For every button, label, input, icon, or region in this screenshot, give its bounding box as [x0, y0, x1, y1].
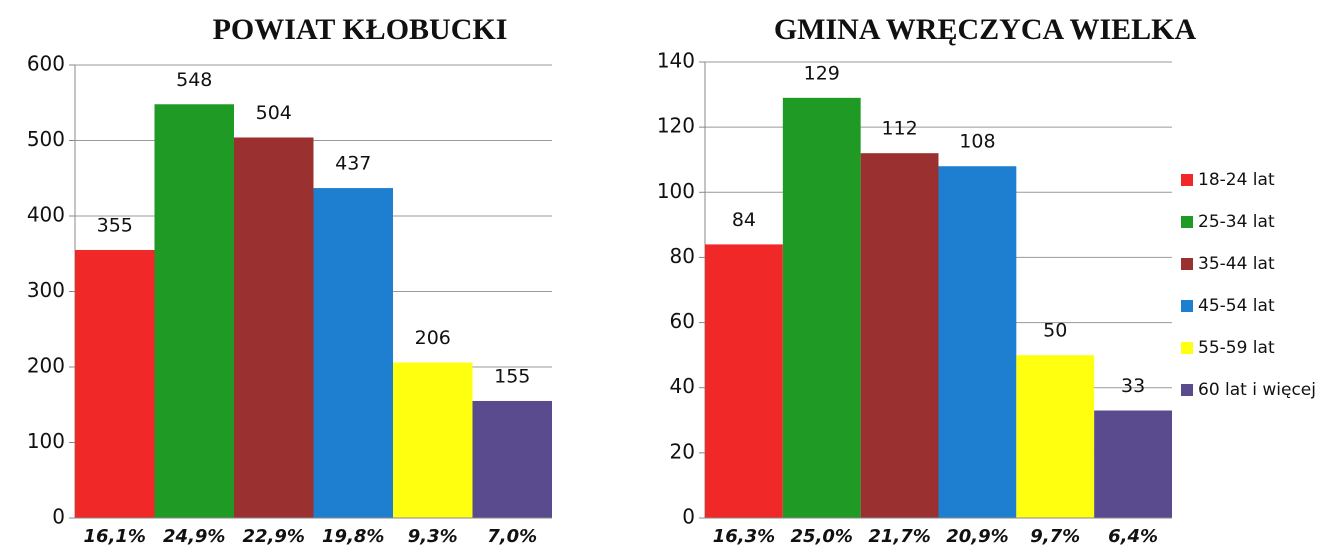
y-tick-label: 0: [52, 505, 65, 529]
legend-swatch: [1181, 300, 1193, 312]
y-tick-label: 600: [27, 52, 65, 76]
bar: [1016, 355, 1095, 518]
y-tick-label: 0: [682, 505, 695, 529]
legend-label: 18-24 lat: [1198, 170, 1275, 190]
y-tick-label: 140: [657, 49, 695, 73]
y-tick-label: 80: [670, 244, 695, 268]
value-label: 548: [176, 69, 212, 91]
bar: [75, 249, 155, 518]
x-tick-label: 25,0%: [791, 526, 853, 547]
legend-label: 55-59 lat: [1198, 338, 1275, 358]
value-label: 206: [415, 327, 451, 349]
y-tick-label: 300: [27, 278, 65, 302]
legend-label: 45-54 lat: [1198, 296, 1275, 316]
bar: [313, 188, 393, 518]
legend-swatch: [1181, 342, 1193, 354]
legend-swatch: [1181, 174, 1193, 186]
x-tick-label: 21,7%: [868, 526, 930, 547]
legend-swatch: [1181, 258, 1193, 270]
value-label: 50: [1043, 320, 1067, 342]
chart-title: POWIAT KŁOBUCKI: [213, 13, 508, 46]
value-label: 155: [494, 365, 530, 387]
bar: [154, 104, 234, 518]
legend-label: 60 lat i więcej: [1198, 380, 1316, 400]
x-tick-label: 9,7%: [1030, 526, 1080, 547]
x-tick-label: 16,1%: [84, 526, 146, 547]
legend-label: 35-44 lat: [1198, 254, 1275, 274]
y-tick-label: 20: [670, 439, 695, 463]
y-tick-label: 100: [27, 429, 65, 453]
bar: [938, 166, 1017, 518]
y-tick-label: 60: [670, 309, 695, 333]
value-label: 33: [1121, 375, 1145, 397]
y-tick-label: 400: [27, 203, 65, 227]
y-tick-label: 120: [657, 114, 695, 138]
bar: [860, 153, 939, 518]
x-tick-label: 22,9%: [243, 526, 305, 547]
legend-label: 25-34 lat: [1198, 212, 1275, 232]
x-tick-label: 6,4%: [1108, 526, 1158, 547]
bar: [393, 362, 473, 518]
legend-swatch: [1181, 216, 1193, 228]
bar: [782, 97, 861, 518]
y-tick-label: 100: [657, 179, 695, 203]
x-tick-label: 9,3%: [408, 526, 458, 547]
y-tick-label: 40: [670, 374, 695, 398]
value-label: 437: [335, 153, 371, 175]
y-tick-label: 500: [27, 127, 65, 151]
value-label: 355: [97, 214, 133, 236]
x-tick-label: 16,3%: [713, 526, 775, 547]
value-label: 112: [881, 118, 917, 140]
chart-title: GMINA WRĘCZYCA WIELKA: [774, 13, 1197, 46]
legend-swatch: [1181, 384, 1193, 396]
x-tick-label: 20,9%: [946, 526, 1008, 547]
x-tick-label: 19,8%: [322, 526, 384, 547]
x-tick-label: 24,9%: [163, 526, 225, 547]
value-label: 84: [732, 209, 756, 231]
value-label: 504: [256, 102, 292, 124]
bar: [1094, 410, 1172, 518]
bar: [234, 137, 314, 519]
value-label: 108: [959, 131, 995, 153]
bar: [705, 244, 783, 518]
x-tick-label: 7,0%: [487, 526, 537, 547]
value-label: 129: [804, 62, 840, 84]
y-tick-label: 200: [27, 354, 65, 378]
bar: [472, 400, 552, 518]
